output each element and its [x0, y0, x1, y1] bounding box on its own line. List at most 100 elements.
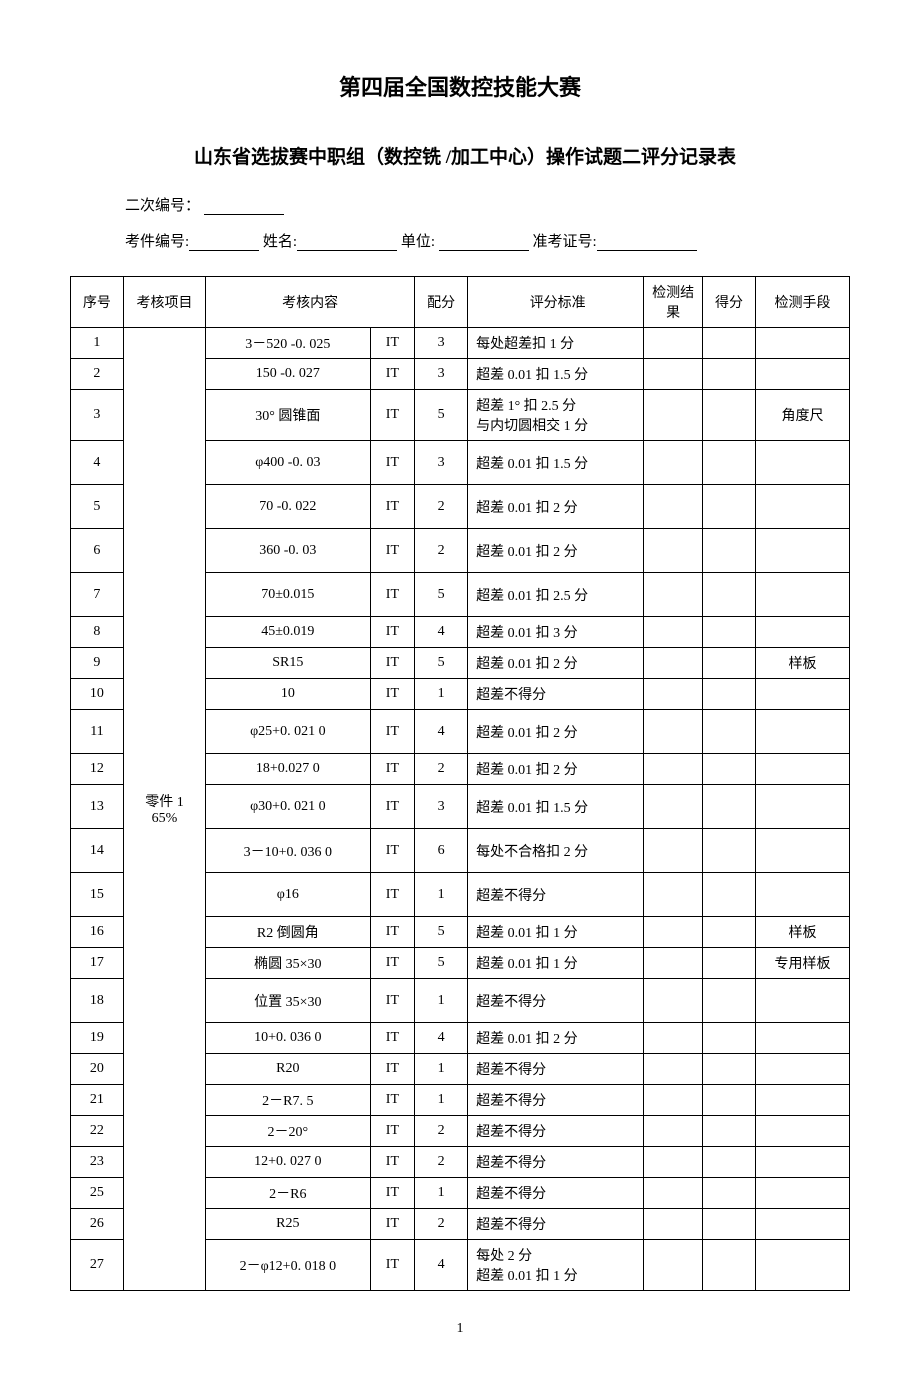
cell-standard: 超差不得分 [468, 873, 644, 917]
cell-content: 360 -0. 03 [206, 529, 370, 573]
cell-got [703, 1054, 756, 1085]
info-line-1: 二次编号： [70, 194, 850, 215]
cell-seq: 25 [71, 1178, 124, 1209]
cell-it: IT [370, 328, 415, 359]
title-sub: 山东省选拔赛中职组（数控铣 /加工中心）操作试题二评分记录表 [70, 142, 850, 169]
cell-content: 70 -0. 022 [206, 485, 370, 529]
cell-content: 150 -0. 027 [206, 359, 370, 390]
header-got: 得分 [703, 277, 756, 328]
cell-content: 3－10+0. 036 0 [206, 829, 370, 873]
cell-it: IT [370, 829, 415, 873]
cell-method [755, 1085, 849, 1116]
cell-result [644, 441, 703, 485]
part-id-label: 考件编号: [125, 234, 189, 250]
cell-method [755, 979, 849, 1023]
cell-got [703, 917, 756, 948]
cell-score: 4 [415, 710, 468, 754]
cell-content: 椭圆 35×30 [206, 948, 370, 979]
header-project: 考核项目 [123, 277, 205, 328]
cell-standard: 超差不得分 [468, 979, 644, 1023]
cell-method: 专用样板 [755, 948, 849, 979]
header-result: 检测结果 [644, 277, 703, 328]
cell-it: IT [370, 917, 415, 948]
cell-got [703, 948, 756, 979]
cell-result [644, 648, 703, 679]
cell-content: 30° 圆锥面 [206, 390, 370, 441]
cell-standard: 每处不合格扣 2 分 [468, 829, 644, 873]
header-method: 检测手段 [755, 277, 849, 328]
cell-result [644, 617, 703, 648]
cell-seq: 5 [71, 485, 124, 529]
table-header-row: 序号 考核项目 考核内容 配分 评分标准 检测结果 得分 检测手段 [71, 277, 850, 328]
cell-seq: 23 [71, 1147, 124, 1178]
cell-got [703, 390, 756, 441]
cell-it: IT [370, 617, 415, 648]
cell-got [703, 328, 756, 359]
cell-standard: 超差 0.01 扣 2.5 分 [468, 573, 644, 617]
name-blank [297, 233, 397, 251]
cell-method [755, 1116, 849, 1147]
cell-content: R25 [206, 1209, 370, 1240]
cell-standard: 超差 0.01 扣 1.5 分 [468, 359, 644, 390]
cell-method [755, 359, 849, 390]
cell-method [755, 1209, 849, 1240]
cell-seq: 9 [71, 648, 124, 679]
cell-standard: 超差 0.01 扣 2 分 [468, 1023, 644, 1054]
cell-seq: 10 [71, 679, 124, 710]
cell-method [755, 529, 849, 573]
cell-result [644, 873, 703, 917]
cell-content: φ30+0. 021 0 [206, 785, 370, 829]
cell-method [755, 573, 849, 617]
cell-seq: 8 [71, 617, 124, 648]
cell-content: 10+0. 036 0 [206, 1023, 370, 1054]
cell-result [644, 948, 703, 979]
cell-seq: 19 [71, 1023, 124, 1054]
cell-method [755, 679, 849, 710]
cell-seq: 11 [71, 710, 124, 754]
cell-it: IT [370, 1116, 415, 1147]
cell-content: 位置 35×30 [206, 979, 370, 1023]
cell-seq: 1 [71, 328, 124, 359]
cell-got [703, 648, 756, 679]
cell-content: 12+0. 027 0 [206, 1147, 370, 1178]
cell-result [644, 829, 703, 873]
cell-standard: 超差 0.01 扣 2 分 [468, 529, 644, 573]
cell-got [703, 359, 756, 390]
header-seq: 序号 [71, 277, 124, 328]
cell-score: 6 [415, 829, 468, 873]
cell-score: 5 [415, 390, 468, 441]
cell-standard: 超差 0.01 扣 2 分 [468, 710, 644, 754]
cell-method: 角度尺 [755, 390, 849, 441]
cell-score: 3 [415, 328, 468, 359]
cell-got [703, 617, 756, 648]
cell-content: φ25+0. 021 0 [206, 710, 370, 754]
secondary-id-label: 二次编号： [125, 198, 200, 214]
cell-seq: 20 [71, 1054, 124, 1085]
cell-seq: 17 [71, 948, 124, 979]
cell-got [703, 829, 756, 873]
cell-content: 2－R6 [206, 1178, 370, 1209]
cell-result [644, 1147, 703, 1178]
cell-it: IT [370, 441, 415, 485]
cell-method [755, 1178, 849, 1209]
cell-score: 2 [415, 1209, 468, 1240]
cell-it: IT [370, 359, 415, 390]
cell-got [703, 1116, 756, 1147]
cell-standard: 超差 0.01 扣 1 分 [468, 917, 644, 948]
cell-result [644, 328, 703, 359]
cell-seq: 15 [71, 873, 124, 917]
cell-seq: 26 [71, 1209, 124, 1240]
cell-content: SR15 [206, 648, 370, 679]
exam-id-label: 准考证号: [533, 234, 597, 250]
cell-method: 样板 [755, 648, 849, 679]
cell-seq: 13 [71, 785, 124, 829]
cell-it: IT [370, 1240, 415, 1291]
cell-method [755, 1147, 849, 1178]
cell-standard: 超差不得分 [468, 1178, 644, 1209]
cell-result [644, 979, 703, 1023]
cell-standard: 每处超差扣 1 分 [468, 328, 644, 359]
cell-score: 5 [415, 917, 468, 948]
cell-content: R2 倒圆角 [206, 917, 370, 948]
cell-score: 4 [415, 617, 468, 648]
cell-result [644, 710, 703, 754]
